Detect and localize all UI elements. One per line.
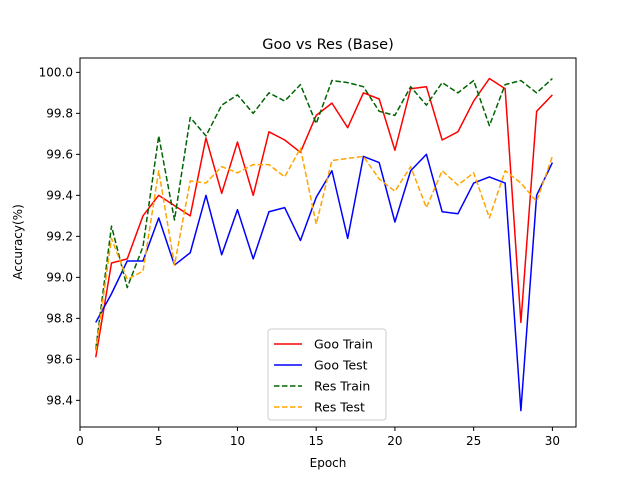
chart-title: Goo vs Res (Base) xyxy=(262,37,393,53)
series-line-goo-train xyxy=(95,77,553,358)
y-tick-label: 99.6 xyxy=(46,147,73,161)
y-tick-label: 99.4 xyxy=(46,188,73,202)
legend-entries: Goo Train Goo Test Res Train Res Test xyxy=(274,337,373,415)
legend-label-res-test: Res Test xyxy=(314,400,365,415)
x-tick-label: 0 xyxy=(76,434,84,448)
y-axis-label: Accuracy(%) xyxy=(11,204,25,280)
x-tick-label: 30 xyxy=(545,434,560,448)
x-tick-label: 25 xyxy=(466,434,481,448)
x-axis-ticks: 0 5 10 15 20 25 30 xyxy=(76,427,560,448)
y-tick-label: 99.2 xyxy=(46,229,73,243)
x-tick-label: 20 xyxy=(387,434,402,448)
y-axis-ticks: 98.4 98.6 98.8 99.0 99.2 99.4 99.6 99.8 100.0 xyxy=(39,65,80,407)
legend-label-goo-test: Goo Test xyxy=(314,358,368,373)
series-line-res-test xyxy=(95,147,554,352)
y-tick-label: 98.8 xyxy=(46,311,73,325)
y-tick-label: 98.4 xyxy=(46,393,73,407)
y-tick-label: 100.0 xyxy=(39,65,73,79)
y-tick-label: 99.8 xyxy=(46,106,73,120)
y-tick-label: 98.6 xyxy=(46,352,73,366)
series-line-res-train xyxy=(95,77,553,350)
plot-area-frame xyxy=(79,57,577,428)
x-tick-label: 5 xyxy=(155,434,163,448)
x-tick-label: 10 xyxy=(230,434,245,448)
y-tick-label: 99.0 xyxy=(46,270,73,284)
x-tick-label: 15 xyxy=(309,434,324,448)
legend-box xyxy=(267,328,387,421)
plot-lines xyxy=(95,77,554,412)
legend: Goo Train Goo Test Res Train Res Test xyxy=(267,328,387,421)
x-axis-label: Epoch xyxy=(310,456,347,470)
legend-label-goo-train: Goo Train xyxy=(314,337,373,352)
legend-label-res-train: Res Train xyxy=(314,379,370,394)
